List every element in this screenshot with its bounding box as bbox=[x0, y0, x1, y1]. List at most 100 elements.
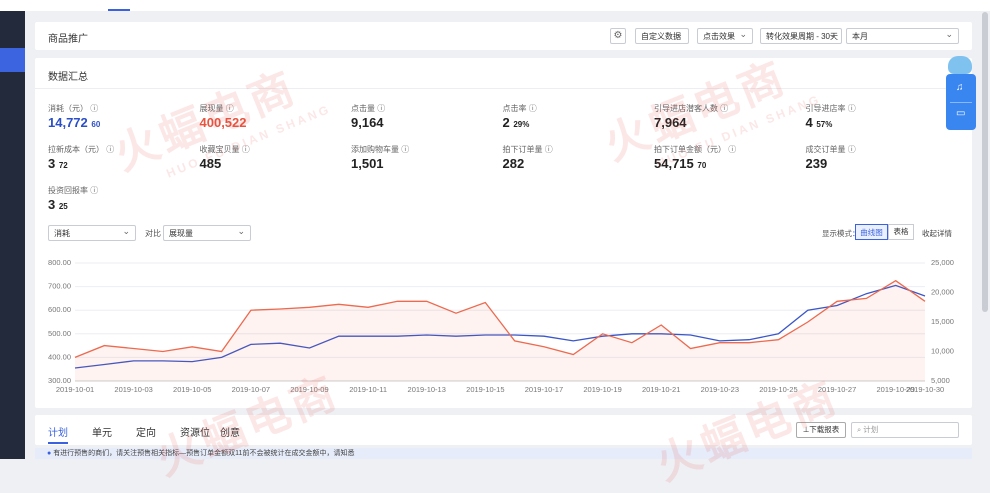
x-tick-label: 2019-10-30 bbox=[906, 385, 944, 394]
metric-value: 282 bbox=[503, 156, 525, 171]
chat-icon[interactable]: ▭ bbox=[956, 108, 966, 119]
tab-underline bbox=[48, 442, 68, 444]
y2-tick-label: 5,000 bbox=[931, 376, 950, 385]
compare-label: 对比 bbox=[145, 229, 161, 238]
filter-select[interactable]: 点击效果 bbox=[697, 26, 753, 44]
metric-fraction: 70 bbox=[697, 161, 707, 170]
metric-value: 7,964 bbox=[654, 115, 687, 130]
search-input[interactable]: ⌕ 计划 bbox=[851, 422, 959, 438]
metric-main: 400,522 bbox=[199, 115, 247, 130]
y-tick-label: 400.00 bbox=[48, 352, 71, 361]
tab[interactable]: 计划 bbox=[48, 428, 68, 439]
metric-label: 引导进店潜客人数 ⓘ bbox=[654, 104, 729, 113]
y-tick-label: 500.00 bbox=[48, 329, 71, 338]
x-tick-label: 2019-10-15 bbox=[466, 385, 504, 394]
x-tick-label: 2019-10-17 bbox=[525, 385, 563, 394]
notice: ● 有进行预售的商们，请关注预售相关指标—预售订单金额双11前不会被统计在成交金… bbox=[35, 448, 972, 459]
scrollbar bbox=[982, 12, 988, 312]
metric-value: 1,501 bbox=[351, 156, 384, 171]
y-tick-label: 700.00 bbox=[48, 282, 71, 291]
metric-main: 3 bbox=[48, 197, 56, 212]
metric-value: 9,164 bbox=[351, 115, 384, 130]
page: 商品推广 ⚙ 自定义数据 点击效果 转化效果周期 - 30天 本月 数据汇总 消… bbox=[0, 0, 990, 459]
notice-icon: ● bbox=[47, 450, 52, 457]
settings-button[interactable]: ⚙ bbox=[610, 28, 626, 44]
nav-active bbox=[108, 9, 130, 11]
table-mode-button[interactable]: 表格 bbox=[888, 224, 914, 240]
collapse-button[interactable]: 收起详情 bbox=[922, 229, 952, 238]
top-nav bbox=[0, 0, 990, 11]
tabs-card: 计划 单元 定向 资源位 创意 ⊥下载报表 ⌕ 计划 bbox=[35, 415, 972, 445]
sidebar bbox=[0, 11, 25, 459]
download-button[interactable]: ⊥下载报表 bbox=[796, 422, 846, 438]
tab[interactable]: 资源位 bbox=[180, 428, 210, 439]
y-tick-label: 600.00 bbox=[48, 305, 71, 314]
metric-label: 展现量 ⓘ bbox=[199, 104, 234, 113]
metric-label: 拍下订单金额（元） ⓘ bbox=[654, 145, 737, 154]
metric-fraction: 72 bbox=[58, 161, 68, 170]
x-tick-label: 2019-10-03 bbox=[114, 385, 152, 394]
metric-main: 14,772 bbox=[48, 115, 88, 130]
divider bbox=[35, 88, 972, 89]
download-label: 下载报表 bbox=[809, 425, 840, 434]
summary-card: 数据汇总 消耗 对比 展现量 显示模式： 曲线图 表格 收起详情 300.00 4… bbox=[35, 58, 972, 408]
header-card: 商品推广 ⚙ 自定义数据 点击效果 转化效果周期 - 30天 本月 bbox=[35, 22, 972, 50]
metric-fraction: 25 bbox=[58, 202, 68, 211]
y2-tick-label: 10,000 bbox=[931, 346, 954, 355]
divider bbox=[950, 102, 972, 103]
tab[interactable]: 单元 bbox=[92, 428, 112, 439]
x-tick-label: 2019-10-07 bbox=[232, 385, 270, 394]
x-tick-label: 2019-10-29 bbox=[877, 385, 915, 394]
x-tick-label: 2019-10-23 bbox=[701, 385, 739, 394]
metric-main: 7,964 bbox=[654, 115, 687, 130]
header-title: 商品推广 bbox=[48, 34, 88, 45]
metric-main: 54,715 bbox=[654, 156, 694, 171]
metric-value: 239 bbox=[806, 156, 828, 171]
x-tick-label: 2019-10-09 bbox=[290, 385, 328, 394]
bell-icon[interactable]: ♫ bbox=[956, 82, 964, 93]
metric-label: 消耗（元） ⓘ bbox=[48, 104, 99, 113]
metric-value: 485 bbox=[200, 156, 222, 171]
series-line bbox=[74, 284, 926, 369]
metric-value: 3 72 bbox=[48, 156, 68, 171]
mascot[interactable] bbox=[948, 56, 972, 74]
metric-main: 2 bbox=[502, 115, 510, 130]
metric-label: 点击率 ⓘ bbox=[502, 104, 537, 113]
sidebar-active[interactable] bbox=[0, 48, 25, 72]
float-toolbar: ♫ ▭ bbox=[946, 74, 976, 130]
x-tick-label: 2019-10-01 bbox=[56, 385, 94, 394]
summary-title: 数据汇总 bbox=[48, 72, 88, 83]
metric-label: 添加购物车量 ⓘ bbox=[351, 145, 410, 154]
chart: 300.00 400.00 500.00 600.00 700.00 800.00 5,00… bbox=[48, 258, 954, 394]
x-tick-label: 2019-10-21 bbox=[642, 385, 680, 394]
metric-main: 282 bbox=[502, 156, 525, 171]
filter-select[interactable]: 转化效果周期 - 30天 bbox=[760, 26, 842, 44]
metric-main: 485 bbox=[199, 156, 222, 171]
tab[interactable]: 创意 bbox=[220, 428, 240, 439]
x-tick-label: 2019-10-05 bbox=[173, 385, 211, 394]
y-tick-label: 300.00 bbox=[48, 376, 71, 385]
chart-mode-button[interactable]: 曲线图 bbox=[855, 224, 888, 240]
tab[interactable]: 定向 bbox=[136, 428, 156, 439]
metric-label: 引导进店率 ⓘ bbox=[805, 104, 856, 113]
filter-select[interactable]: 自定义数据 bbox=[635, 26, 689, 44]
metric-value: 2 29% bbox=[503, 115, 530, 130]
y2-tick-label: 25,000 bbox=[931, 258, 954, 267]
x-tick-label: 2019-10-19 bbox=[583, 385, 621, 394]
metric-label: 点击量 ⓘ bbox=[351, 104, 386, 113]
metric-fraction: 57% bbox=[816, 120, 833, 129]
compare-select[interactable]: 展现量 bbox=[163, 223, 251, 241]
series-area bbox=[75, 280, 925, 381]
metric-main: 9,164 bbox=[351, 115, 384, 130]
metric-value: 14,772 60 bbox=[48, 115, 100, 130]
metric-label: 投资回报率 ⓘ bbox=[48, 186, 99, 195]
x-tick-label: 2019-10-25 bbox=[759, 385, 797, 394]
metric-label: 成交订单量 ⓘ bbox=[805, 145, 856, 154]
series-line bbox=[74, 279, 926, 359]
metric-label: 拉新成本（元） ⓘ bbox=[48, 145, 115, 154]
x-tick-label: 2019-10-11 bbox=[349, 385, 387, 394]
metric-value: 4 57% bbox=[806, 115, 833, 130]
date-input[interactable]: 本月 bbox=[846, 26, 959, 44]
metric-main: 1,501 bbox=[351, 156, 384, 171]
metric-select[interactable]: 消耗 bbox=[48, 223, 136, 241]
